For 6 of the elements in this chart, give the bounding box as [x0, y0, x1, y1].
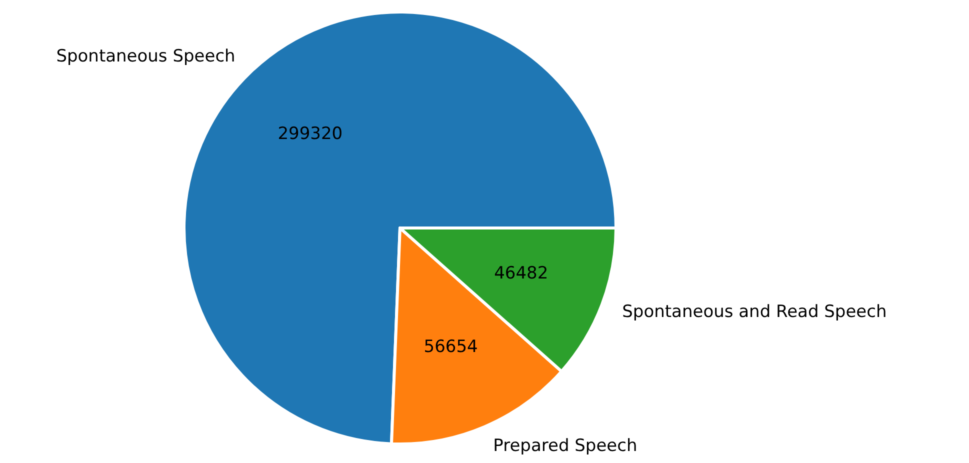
- slice-label: Spontaneous and Read Speech: [622, 302, 887, 322]
- slice-label: Spontaneous Speech: [56, 46, 236, 66]
- data-label: 46482: [494, 264, 548, 284]
- data-label: 299320: [278, 124, 343, 144]
- slice-label: Prepared Speech: [493, 436, 638, 456]
- data-label: 56654: [424, 336, 478, 357]
